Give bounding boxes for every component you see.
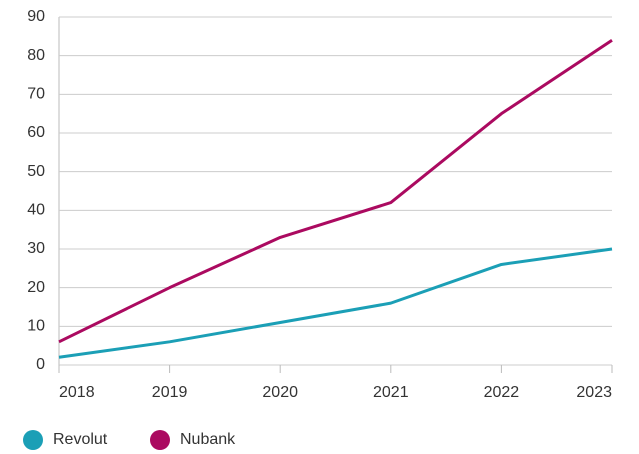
x-tick-label: 2022 <box>484 384 520 401</box>
y-tick-label: 60 <box>27 124 45 141</box>
y-tick-label: 90 <box>27 8 45 25</box>
y-tick-label: 0 <box>36 356 45 373</box>
x-tick-label: 2023 <box>576 384 612 401</box>
x-tick-label: 2019 <box>152 384 188 401</box>
y-tick-label: 40 <box>27 202 45 219</box>
y-tick-label: 10 <box>27 318 45 335</box>
line <box>58 247 613 359</box>
legend-label: Revolut <box>53 431 108 448</box>
line <box>58 38 613 344</box>
y-tick-label: 50 <box>27 163 45 180</box>
y-tick-label: 30 <box>27 240 45 257</box>
x-tick-label: 2020 <box>262 384 298 401</box>
legend-marker <box>23 430 43 450</box>
legend-marker <box>150 430 170 450</box>
y-tick-label: 70 <box>27 86 45 103</box>
legend-label: Nubank <box>180 431 236 448</box>
x-tick-label: 2018 <box>59 384 95 401</box>
y-tick-label: 20 <box>27 279 45 296</box>
x-tick-label: 2021 <box>373 384 409 401</box>
y-tick-label: 80 <box>27 47 45 64</box>
